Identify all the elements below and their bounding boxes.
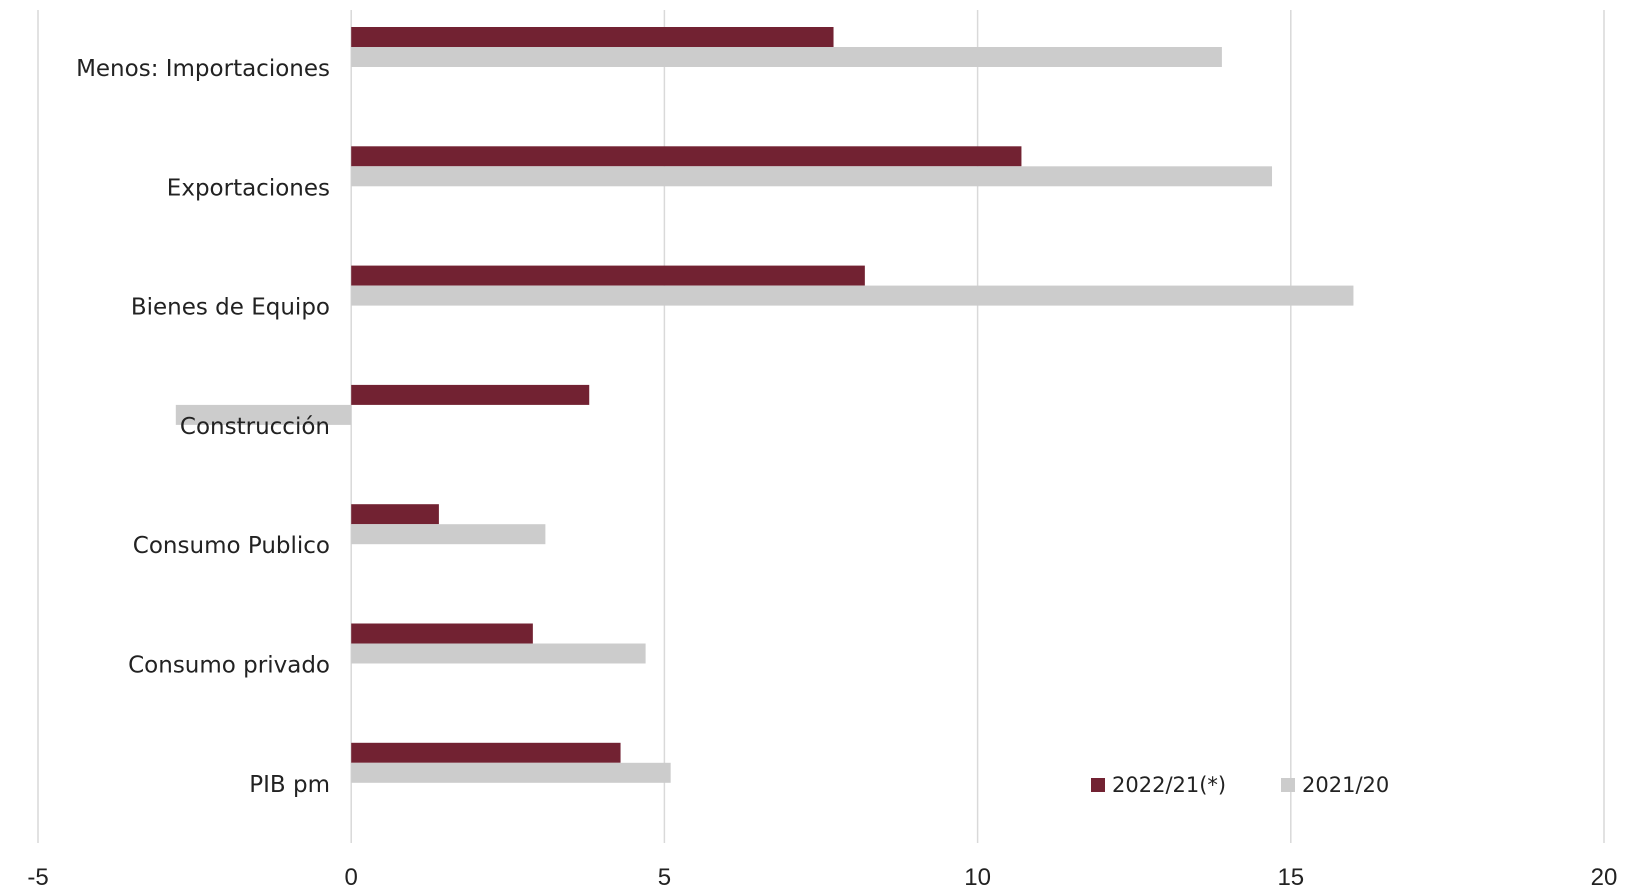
- legend-label-2022-21: 2022/21(*): [1112, 773, 1226, 797]
- bar-2022-21: [351, 623, 533, 644]
- category-label: PIB pm: [249, 772, 330, 798]
- bar-2022-21: [351, 384, 590, 405]
- bar-2021-20: [351, 47, 1222, 67]
- x-tick-label: 5: [658, 864, 671, 891]
- bar-2021-20: [351, 524, 546, 545]
- bar-2021-20: [351, 166, 1273, 187]
- bar-2021-20: [351, 643, 646, 664]
- category-label: Consumo privado: [128, 653, 330, 679]
- bar-2022-21: [351, 504, 439, 525]
- bar-2022-21: [351, 146, 1022, 167]
- bar-2021-20: [351, 285, 1354, 306]
- x-tick-label: 0: [345, 864, 358, 891]
- x-tick-label: 20: [1591, 864, 1618, 891]
- category-labels: Menos: Importaciones Exportaciones Bienes …: [76, 56, 330, 798]
- bar-2021-20: [351, 762, 671, 783]
- legend-swatch-2022-21: [1091, 778, 1105, 792]
- category-label: Construcción: [180, 414, 330, 440]
- x-tick-label: -5: [27, 864, 48, 891]
- bar-2022-21: [351, 27, 834, 47]
- category-label: Consumo Publico: [133, 533, 330, 559]
- x-tick-label: 10: [964, 864, 991, 891]
- bar-2021-20: [175, 404, 352, 425]
- bar-2022-21: [351, 265, 865, 286]
- legend-label-2021-20: 2021/20: [1302, 773, 1389, 797]
- category-label: Exportaciones: [167, 175, 330, 201]
- bar-2022-21: [351, 742, 621, 763]
- legend-swatch-2021-20: [1281, 778, 1295, 792]
- bars: [175, 27, 1354, 783]
- legend: 2022/21(*) 2021/20: [1091, 773, 1389, 797]
- x-tick-label: 15: [1277, 864, 1304, 891]
- category-label: Menos: Importaciones: [76, 56, 330, 82]
- x-axis-tick-labels: -5 0 5 10 15 20: [27, 864, 1617, 891]
- category-label: Bienes de Equipo: [131, 295, 330, 321]
